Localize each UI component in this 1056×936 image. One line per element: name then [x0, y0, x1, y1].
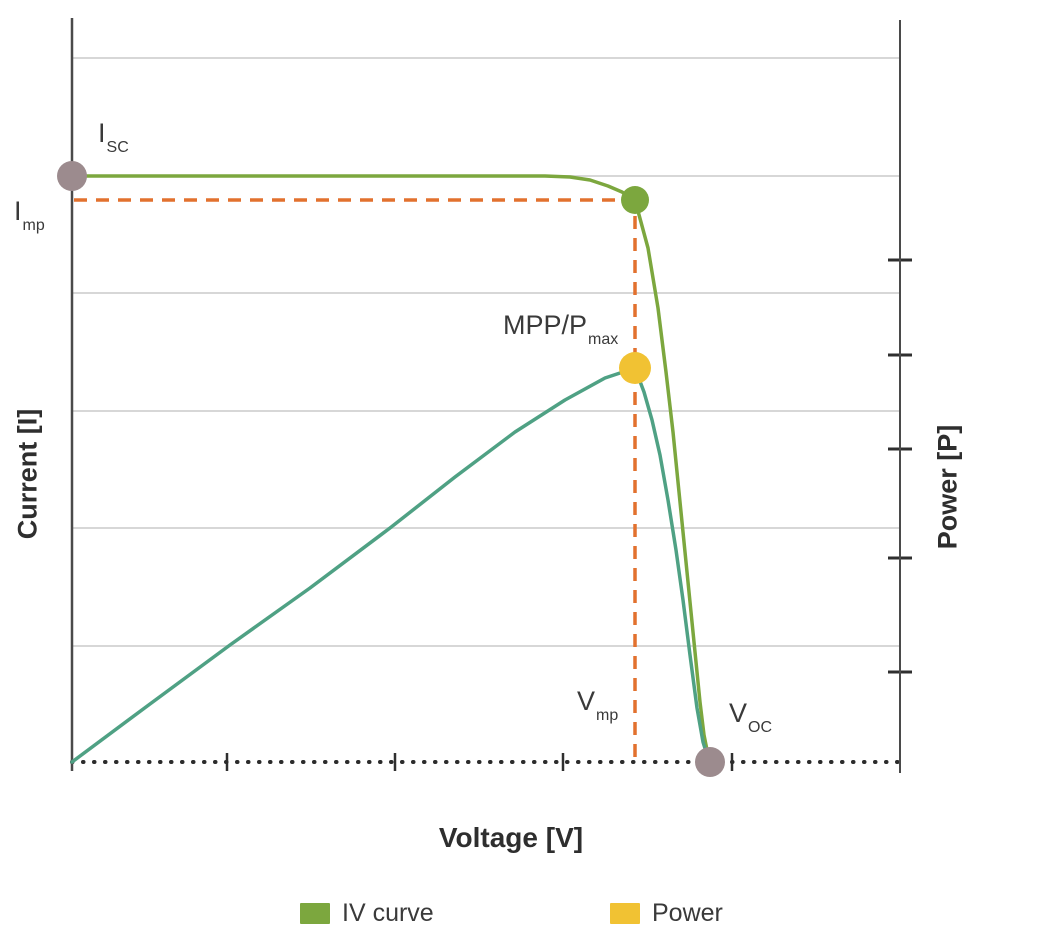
imp-label: Imp — [14, 196, 45, 234]
legend-swatch — [300, 903, 330, 924]
mpp-label: MPP/Pmax — [503, 310, 618, 348]
mpp-label-subscript: max — [588, 331, 619, 349]
mpp-iv-point — [621, 186, 649, 214]
y-axis-title-left: Current [I] — [12, 408, 43, 540]
voc-label-main: V — [729, 698, 748, 728]
series-iv-curve — [70, 174, 712, 760]
legend-item-iv-curve: IV curve — [300, 901, 434, 926]
mpp-label-main: MPP/P — [503, 310, 588, 340]
x-axis-title: Voltage [V] — [438, 822, 584, 853]
mpp-power-point — [619, 352, 651, 384]
isc-label: ISC — [98, 118, 129, 156]
imp-label-subscript: mp — [22, 217, 45, 235]
isc-point — [57, 161, 87, 191]
legend-label: Power — [652, 899, 723, 927]
vmp-label-subscript: mp — [596, 707, 619, 725]
voc-label: VOC — [729, 698, 772, 736]
legend-label: IV curve — [342, 899, 434, 927]
isc-label-main: I — [98, 118, 106, 148]
legend-swatch — [610, 903, 640, 924]
y-axis-title-right: Power [P] — [932, 424, 963, 550]
voc-label-subscript: OC — [748, 719, 773, 737]
voc-point — [695, 747, 725, 777]
legend-item-power: Power — [610, 901, 723, 926]
vmp-label: Vmp — [577, 686, 618, 724]
isc-label-subscript: SC — [106, 139, 129, 157]
vmp-label-main: V — [577, 686, 596, 716]
imp-label-main: I — [14, 196, 22, 226]
